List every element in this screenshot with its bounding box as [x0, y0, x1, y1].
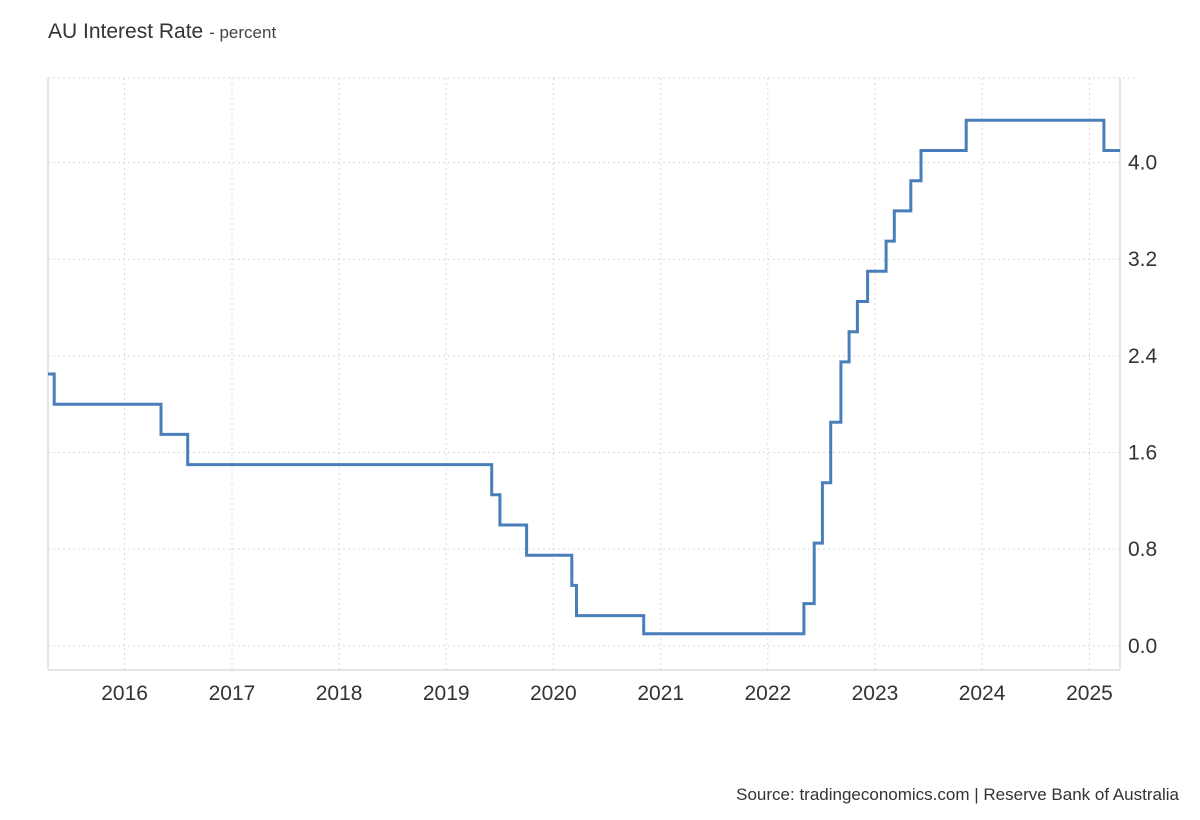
- x-tick-label: 2020: [530, 682, 577, 705]
- x-tick-label: 2023: [852, 682, 899, 705]
- y-tick-label: 1.6: [1128, 442, 1157, 465]
- x-tick-label: 2022: [744, 682, 791, 705]
- x-tick-label: 2021: [637, 682, 684, 705]
- y-tick-label: 2.4: [1128, 345, 1158, 368]
- x-tick-label: 2025: [1066, 682, 1113, 705]
- interest-rate-series-line: [48, 118, 1120, 636]
- axis-layer: [47, 78, 1121, 671]
- y-tick-label: 3.2: [1128, 248, 1157, 271]
- chart-title: AU Interest Rate - percent: [48, 20, 276, 44]
- y-tick-label: 4.0: [1128, 152, 1157, 175]
- grid-layer: [48, 77, 1138, 670]
- x-tick-label: 2016: [101, 682, 148, 705]
- tick-label-layer: 2016 2017 2018 2019 2020 2021 2022 2023 2024 2025…: [101, 152, 1157, 705]
- y-tick-label: 0.8: [1128, 538, 1157, 561]
- x-tick-label: 2017: [209, 682, 256, 705]
- x-tick-label: 2024: [959, 682, 1006, 705]
- source-note: Source: tradingeconomics.com | Reserve B…: [736, 785, 1179, 804]
- series-layer: [48, 118, 1120, 636]
- x-tick-label: 2018: [316, 682, 363, 705]
- y-tick-label: 0.0: [1128, 635, 1157, 658]
- chart-subtitle: - percent: [209, 23, 277, 42]
- chart-title-text: AU Interest Rate: [48, 20, 204, 43]
- x-tick-label: 2019: [423, 682, 470, 705]
